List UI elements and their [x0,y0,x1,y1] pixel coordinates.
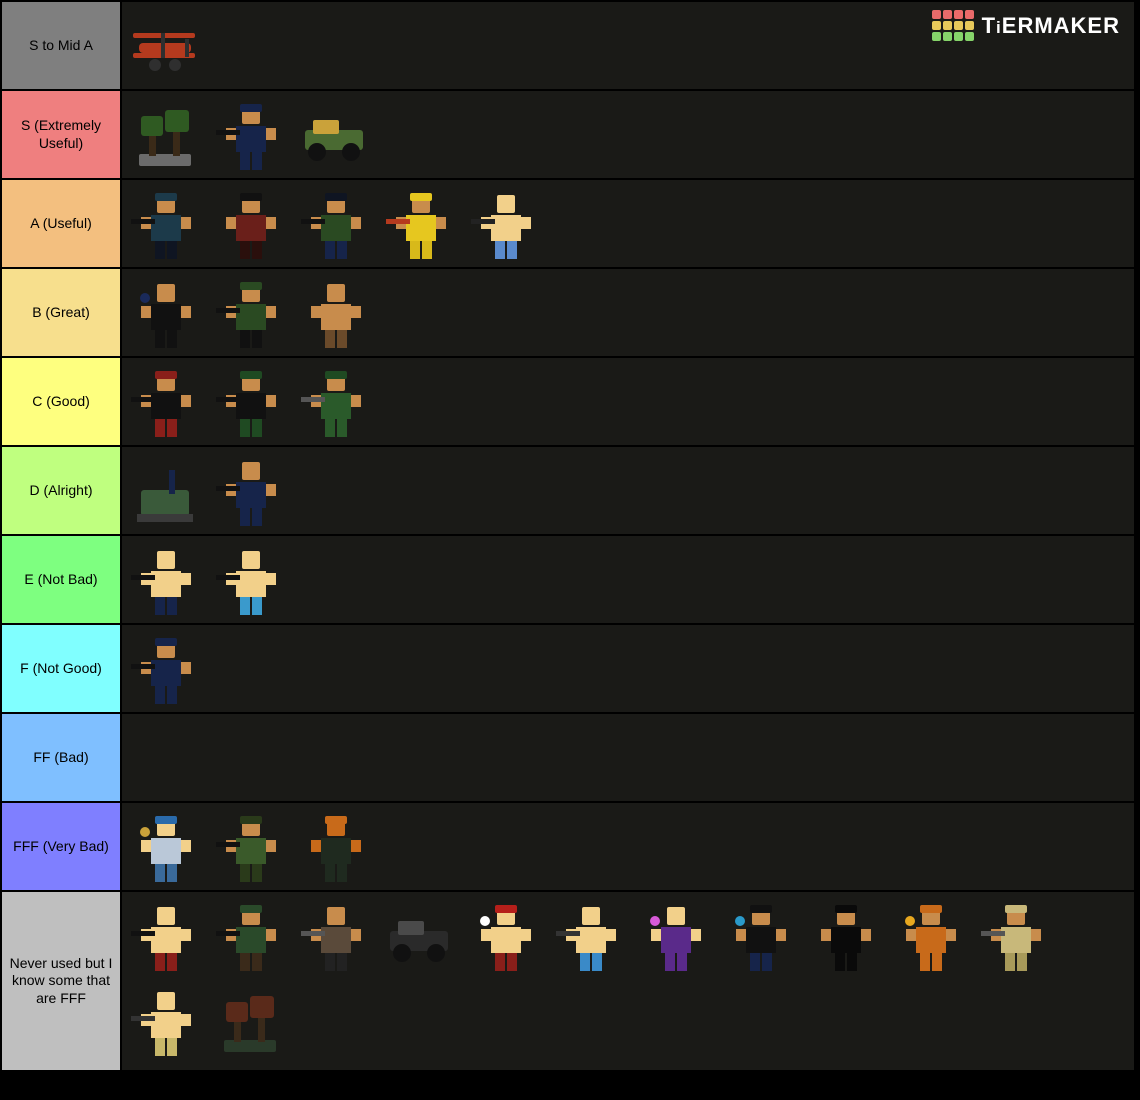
tier-items[interactable] [122,358,1134,445]
tier-label[interactable]: S (Extremely Useful) [2,91,122,178]
tier-item[interactable] [122,977,207,1062]
tier-item[interactable] [462,180,547,265]
tier-item[interactable] [207,269,292,354]
tier-row: E (Not Bad) [2,536,1134,625]
tier-row: FFF (Very Bad) [2,803,1134,892]
tier-row: F (Not Good) [2,625,1134,714]
tier-item[interactable] [122,536,207,621]
tier-item[interactable] [207,892,292,977]
tier-label[interactable]: FF (Bad) [2,714,122,801]
tier-item[interactable] [292,180,377,265]
tier-item[interactable] [122,447,207,532]
tier-items[interactable] [122,180,1134,267]
tier-items[interactable] [122,892,1134,1070]
tier-item[interactable] [207,536,292,621]
tier-items[interactable] [122,714,1134,801]
tier-row: C (Good) [2,358,1134,447]
tier-item[interactable] [632,892,717,977]
tier-label[interactable]: C (Good) [2,358,122,445]
tier-item[interactable] [292,91,377,176]
watermark-color-grid [932,10,974,41]
tier-list: TiERMAKER S to Mid AS (Extremely Useful)… [0,0,1136,1072]
tier-item[interactable] [207,447,292,532]
tier-item[interactable] [122,358,207,443]
tier-item[interactable] [292,358,377,443]
tier-item[interactable] [122,625,207,710]
tier-label[interactable]: A (Useful) [2,180,122,267]
tier-item[interactable] [207,91,292,176]
tier-item[interactable] [207,180,292,265]
tier-label[interactable]: D (Alright) [2,447,122,534]
tier-items[interactable] [122,536,1134,623]
tier-row: A (Useful) [2,180,1134,269]
tier-item[interactable] [122,2,207,87]
tier-label[interactable]: S to Mid A [2,2,122,89]
tiermaker-watermark: TiERMAKER [932,10,1120,41]
tier-item[interactable] [122,892,207,977]
tier-items[interactable] [122,803,1134,890]
tier-item[interactable] [462,892,547,977]
tier-item[interactable] [292,892,377,977]
tier-item[interactable] [377,892,462,977]
tier-item[interactable] [547,892,632,977]
tier-row: S (Extremely Useful) [2,91,1134,180]
tier-items[interactable] [122,625,1134,712]
tier-item[interactable] [207,803,292,888]
tier-item[interactable] [292,803,377,888]
tier-item[interactable] [207,358,292,443]
tier-row: B (Great) [2,269,1134,358]
tier-item[interactable] [972,892,1057,977]
tier-item[interactable] [717,892,802,977]
tier-item[interactable] [292,269,377,354]
tier-label[interactable]: FFF (Very Bad) [2,803,122,890]
tier-label[interactable]: B (Great) [2,269,122,356]
watermark-text: TiERMAKER [982,13,1120,39]
tier-items[interactable] [122,269,1134,356]
tier-item[interactable] [122,803,207,888]
tier-item[interactable] [122,269,207,354]
tier-label[interactable]: E (Not Bad) [2,536,122,623]
tier-row: Never used but I know some that are FFF [2,892,1134,1070]
tier-items[interactable] [122,91,1134,178]
tier-row: FF (Bad) [2,714,1134,803]
tier-items[interactable] [122,447,1134,534]
tier-label[interactable]: F (Not Good) [2,625,122,712]
tier-row: D (Alright) [2,447,1134,536]
tier-item[interactable] [887,892,972,977]
tier-item[interactable] [207,977,292,1062]
tier-item[interactable] [122,180,207,265]
tier-item[interactable] [122,91,207,176]
tier-item[interactable] [377,180,462,265]
tier-label[interactable]: Never used but I know some that are FFF [2,892,122,1070]
tier-item[interactable] [802,892,887,977]
